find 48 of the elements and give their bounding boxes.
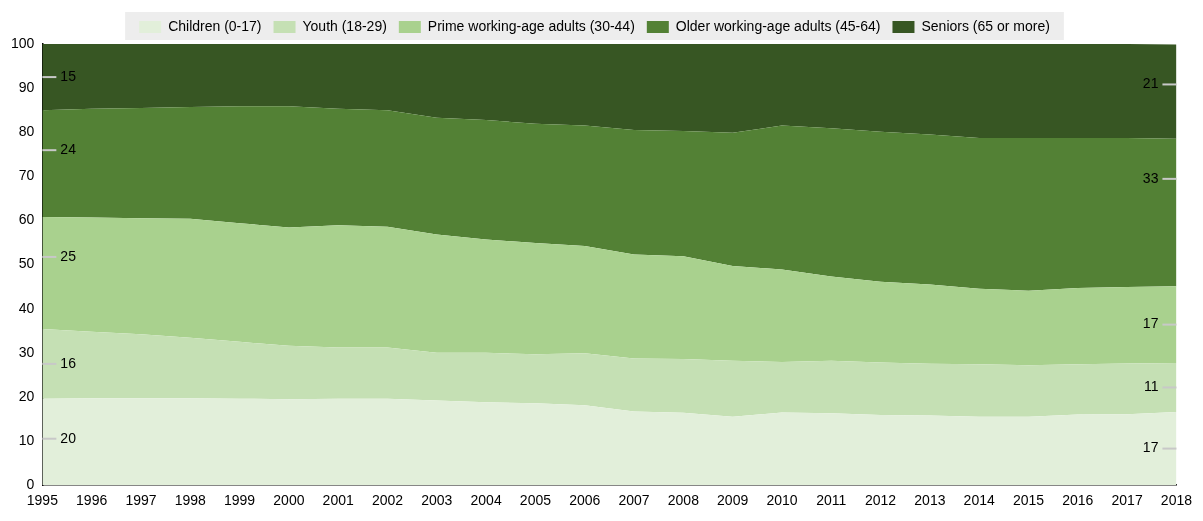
x-tick-label: 2007: [618, 492, 650, 509]
legend-label: Prime working-age adults (30-44): [427, 17, 635, 34]
legend-label: Youth (18-29): [302, 17, 387, 34]
y-tick-label: 0: [26, 476, 35, 493]
y-tick-label: 50: [18, 255, 35, 272]
y-tick-label: 20: [18, 387, 35, 404]
legend-label: Older working-age adults (45-64): [675, 17, 881, 34]
data-label: 20: [60, 429, 77, 446]
x-tick-label: 2017: [1111, 492, 1143, 509]
data-label: 17: [1142, 315, 1159, 332]
y-tick-label: 100: [11, 34, 35, 51]
y-tick-label: 10: [18, 431, 35, 448]
y-tick-label: 70: [18, 167, 35, 184]
x-tick-label: 1998: [174, 492, 207, 509]
x-tick-label: 2013: [914, 492, 946, 509]
x-tick-label: 2014: [963, 492, 995, 509]
x-tick-label: 2008: [667, 492, 700, 509]
x-tick-label: 2003: [421, 492, 453, 509]
legend-label: Seniors (65 or more): [921, 17, 1050, 34]
data-label: 17: [1142, 439, 1159, 456]
data-label: 11: [1143, 378, 1159, 395]
x-tick-label: 2012: [865, 492, 897, 509]
data-label: 33: [1142, 169, 1159, 186]
y-tick-label: 40: [18, 299, 35, 316]
y-tick-label: 60: [18, 211, 35, 228]
x-tick-label: 1997: [125, 492, 157, 509]
y-tick-label: 90: [18, 78, 35, 95]
x-tick-label: 2010: [766, 492, 798, 509]
x-tick-label: 2018: [1160, 492, 1193, 509]
x-tick-label: 2011: [816, 492, 847, 509]
x-tick-label: 2015: [1012, 492, 1045, 509]
x-tick-label: 2000: [273, 492, 305, 509]
x-tick-label: 2001: [322, 492, 354, 509]
legend-label: Children (0-17): [168, 17, 262, 34]
x-tick-label: 2005: [519, 492, 552, 509]
y-tick-label: 30: [18, 343, 35, 360]
data-label: 24: [60, 141, 77, 158]
x-tick-label: 1999: [224, 492, 256, 509]
data-label: 16: [60, 354, 77, 371]
x-tick-label: 2002: [371, 492, 404, 509]
x-tick-label: 1996: [76, 492, 108, 509]
y-tick-label: 80: [18, 123, 35, 140]
x-tick-label: 2006: [569, 492, 601, 509]
data-label: 25: [60, 247, 77, 264]
x-tick-label: 2016: [1062, 492, 1094, 509]
x-tick-label: 2004: [470, 492, 502, 509]
x-tick-label: 1995: [26, 492, 59, 509]
x-tick-label: 2009: [717, 492, 749, 509]
